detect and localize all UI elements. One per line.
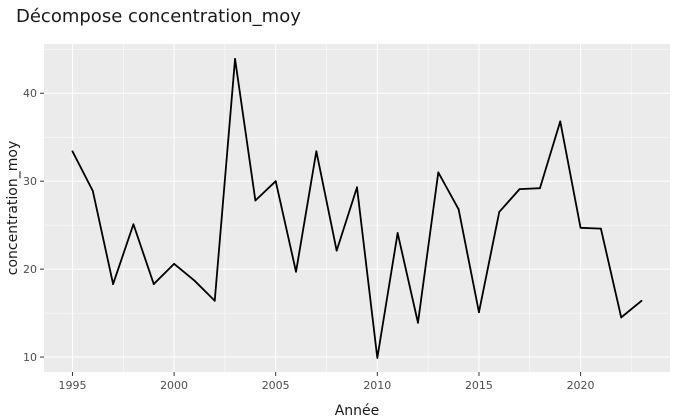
data-point <box>356 186 358 189</box>
y-tick-label: 20 <box>23 263 37 276</box>
x-tick-label: 2010 <box>363 379 391 392</box>
data-point <box>539 187 541 190</box>
x-tick-label: 1995 <box>58 379 86 392</box>
data-point <box>417 321 419 324</box>
data-point <box>295 270 297 273</box>
data-point <box>457 208 460 211</box>
data-point <box>579 226 582 229</box>
data-point <box>112 283 115 285</box>
data-point <box>71 150 74 153</box>
y-axis-title: concentration_moy <box>5 141 21 275</box>
x-axis: 1995 2000 2005 2010 2015 2020 <box>58 372 595 392</box>
data-point <box>396 232 399 234</box>
chart-title: Décompose concentration_moy <box>16 6 301 27</box>
data-point <box>599 227 602 230</box>
x-tick-label: 2015 <box>465 379 493 392</box>
data-point <box>620 316 623 319</box>
data-point <box>234 58 236 60</box>
data-point <box>640 299 643 302</box>
plot-panel <box>44 44 670 372</box>
y-tick-label: 30 <box>23 175 37 188</box>
y-tick-label: 40 <box>23 87 37 100</box>
data-point <box>173 262 175 265</box>
x-tick-label: 2020 <box>567 379 595 392</box>
series-layer <box>71 58 643 359</box>
data-point <box>152 283 155 285</box>
data-point <box>193 279 196 282</box>
data-point <box>376 357 379 359</box>
data-point <box>518 188 521 190</box>
data-point <box>254 199 257 202</box>
x-tick-label: 2005 <box>262 379 290 392</box>
x-axis-title: Année <box>335 403 380 419</box>
data-point <box>437 171 440 174</box>
y-tick-label: 10 <box>23 351 37 364</box>
data-point <box>132 223 135 226</box>
data-point <box>498 211 501 213</box>
data-point <box>335 249 338 252</box>
data-point <box>315 150 318 153</box>
data-point <box>213 299 216 302</box>
data-point <box>91 189 94 192</box>
y-axis: 10 20 30 40 <box>23 87 44 364</box>
data-point <box>478 311 480 314</box>
data-point <box>559 120 562 123</box>
minor-gridlines <box>44 44 670 372</box>
data-point <box>274 180 277 183</box>
x-tick-label: 2000 <box>160 379 188 392</box>
